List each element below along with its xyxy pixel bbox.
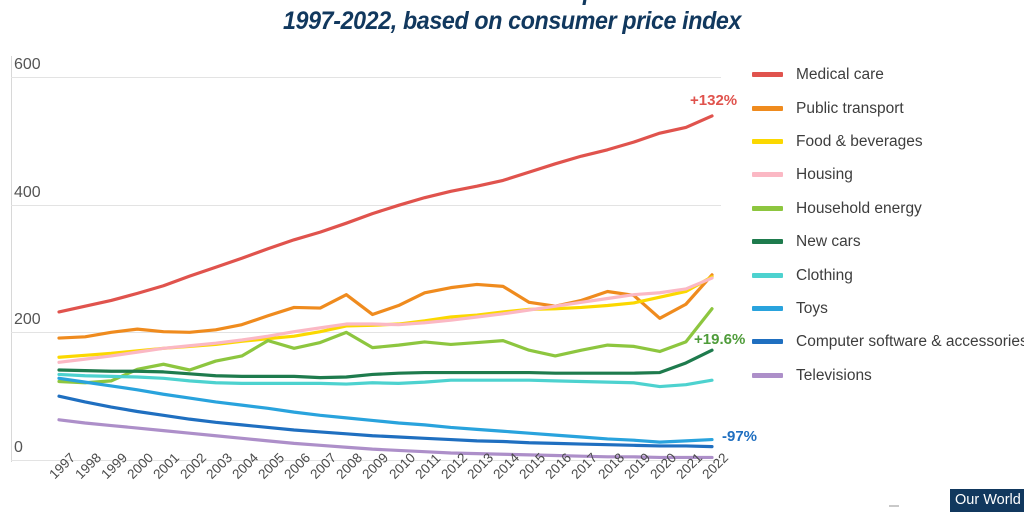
legend-item-televisions[interactable]: Televisions (752, 359, 1024, 392)
legend-color-swatch (752, 172, 783, 178)
household-energy-change: +19.6% (694, 331, 746, 348)
legend-label: Food & beverages (796, 132, 923, 150)
legend-label: Computer software & accessories (796, 333, 1024, 351)
legend-label: Clothing (796, 266, 853, 284)
legend-label: New cars (796, 233, 861, 251)
legend-color-swatch (752, 138, 783, 144)
legend-item-household-energy[interactable]: Household energy (752, 192, 1024, 225)
series-line (57, 376, 714, 444)
series-line (57, 276, 714, 364)
gridline (11, 460, 721, 461)
legend-color-swatch (752, 205, 783, 211)
legend-item-food-beverages[interactable]: Food & beverages (752, 125, 1024, 158)
legend-label: Public transport (796, 99, 904, 117)
series-line (57, 418, 714, 460)
series-line (57, 372, 714, 389)
gridline (11, 332, 721, 334)
legend-color-swatch (752, 272, 783, 278)
series-line (57, 114, 714, 314)
chart-legend: Medical care Public transport Food & bever… (752, 58, 1024, 392)
axis-frame (11, 56, 722, 462)
legend-color-swatch (752, 305, 783, 311)
legend-color-swatch (752, 239, 783, 245)
legend-color-swatch (752, 339, 783, 345)
y-axis-label: 200 (14, 311, 41, 329)
y-axis-label: 0 (14, 439, 23, 456)
legend-label: Household energy (796, 199, 922, 217)
series-line (57, 348, 714, 380)
watermark-badge: Our World (950, 489, 1024, 512)
series-line (57, 273, 714, 340)
legend-item-toys[interactable]: Toys (752, 292, 1024, 325)
legend-color-swatch (752, 105, 783, 111)
x-axis-ticks: 1997 1998 1999 2000 2001 2002 2003 2004 2005 2006… (0, 450, 1024, 512)
legend-label: Housing (796, 166, 853, 184)
series-line (57, 307, 714, 385)
legend-item-new-cars[interactable]: New cars (752, 225, 1024, 258)
legend-item-computer-software-accessories[interactable]: Computer software & accessories (752, 325, 1024, 358)
legend-color-swatch (752, 372, 783, 378)
legend-label: Toys (796, 299, 828, 317)
legend-item-medical-care[interactable]: Medical care (752, 58, 1024, 91)
gridline (11, 77, 721, 78)
gridline (11, 204, 721, 206)
legend-item-clothing[interactable]: Clothing (752, 258, 1024, 291)
y-axis-label: 400 (14, 183, 41, 201)
legend-label: Televisions (796, 366, 872, 384)
legend-item-public-transport[interactable]: Public transport (752, 91, 1024, 124)
y-axis-label: 600 (14, 56, 41, 73)
toys-change: -97% (722, 428, 758, 445)
legend-item-housing[interactable]: Housing (752, 158, 1024, 191)
medical-care-change: +132% (690, 92, 738, 109)
watermark-tick (889, 505, 899, 507)
series-line (57, 394, 714, 449)
legend-color-swatch (752, 72, 783, 78)
legend-label: Medical care (796, 66, 884, 84)
